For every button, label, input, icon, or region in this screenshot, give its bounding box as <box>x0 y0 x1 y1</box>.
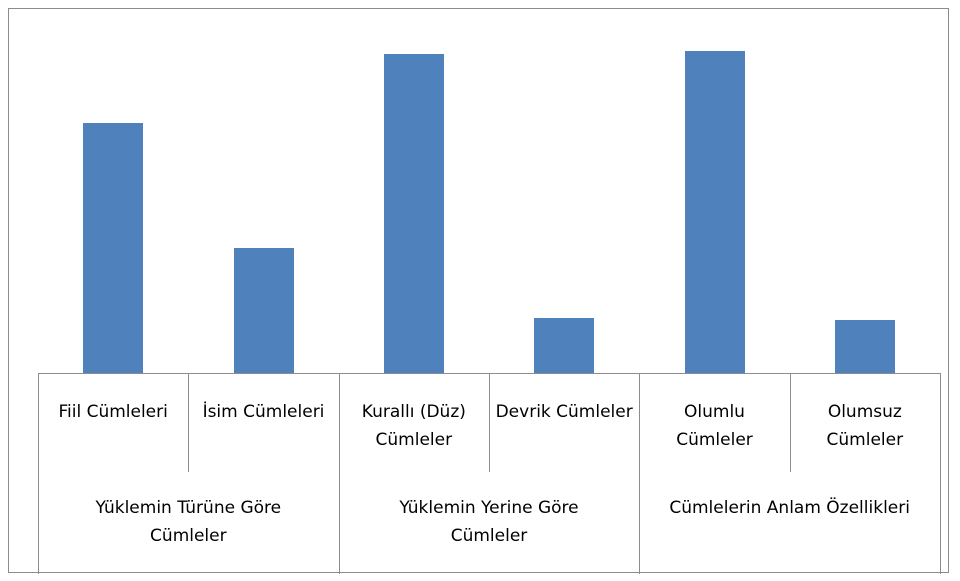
bar <box>233 248 294 373</box>
x-tick-label: Fiil Cümleleri <box>58 402 168 422</box>
group-divider <box>639 373 641 574</box>
category-divider <box>489 373 490 472</box>
bar <box>383 53 444 373</box>
bar <box>534 317 595 373</box>
group-divider <box>38 373 39 574</box>
group-label: Yüklemin Türüne Göre Cümleler <box>95 498 282 546</box>
chart-frame <box>8 8 949 573</box>
x-tick-label: İsim Cümleleri <box>202 402 325 422</box>
bar <box>83 123 144 373</box>
x-tick-label: Devrik Cümleler <box>495 402 633 422</box>
bar <box>684 51 745 373</box>
group-label: Yüklemin Yerine Göre Cümleler <box>399 498 579 546</box>
group-divider <box>338 373 340 574</box>
x-tick-label: Olumsuz Cümleler <box>826 402 904 450</box>
category-divider <box>789 373 791 472</box>
x-tick-label: Kurallı (Düz) Cümleler <box>361 402 466 450</box>
group-label: Cümlelerin Anlam Özellikleri <box>669 498 910 518</box>
category-divider <box>188 373 190 472</box>
group-divider <box>940 373 941 574</box>
bar <box>834 320 895 373</box>
x-tick-label: Olumlu Cümleler <box>676 402 753 450</box>
